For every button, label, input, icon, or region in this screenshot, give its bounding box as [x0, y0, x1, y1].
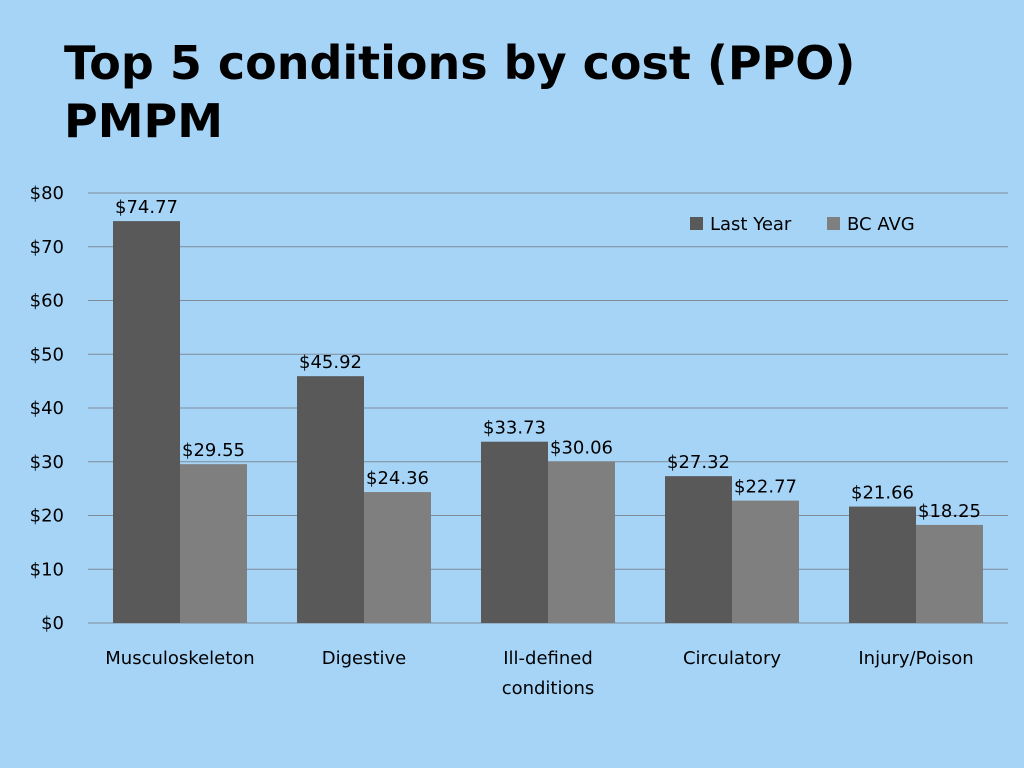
data-label: $74.77 — [115, 197, 178, 218]
data-label: $21.66 — [851, 483, 914, 504]
data-label: $24.36 — [366, 468, 429, 489]
y-tick-label: $40 — [30, 398, 64, 419]
data-label: $33.73 — [483, 418, 546, 439]
bar-bc-avg-0 — [180, 464, 247, 623]
category-label: Injury/Poison — [858, 648, 973, 669]
y-axis-tick-labels: $0 $10 $20 $30 $40 $50 $60 $70 $80 — [30, 183, 64, 634]
bar-last-year-1 — [297, 376, 364, 623]
category-label-line: Injury/Poison — [858, 648, 973, 669]
legend-swatch-last-year — [690, 217, 703, 230]
y-tick-label: $0 — [41, 613, 64, 634]
category-label: Musculoskeleton — [105, 648, 254, 669]
bar-last-year-3 — [665, 476, 732, 623]
data-label: $18.25 — [918, 501, 981, 522]
category-label-line: Circulatory — [683, 648, 781, 669]
bar-bc-avg-4 — [916, 524, 983, 623]
bars — [113, 221, 983, 623]
legend-label-bc-avg: BC AVG — [847, 214, 915, 235]
data-label: $29.55 — [182, 440, 245, 461]
category-label: Digestive — [322, 648, 407, 669]
legend-label-last-year: Last Year — [710, 214, 792, 235]
bar-bc-avg-2 — [548, 461, 615, 623]
bar-bc-avg-1 — [364, 492, 431, 623]
data-label: $30.06 — [550, 437, 613, 458]
data-label: $27.32 — [667, 452, 730, 473]
category-label-line: Musculoskeleton — [105, 648, 254, 669]
y-tick-label: $80 — [30, 183, 64, 204]
y-tick-label: $20 — [30, 506, 64, 527]
category-label-line: conditions — [502, 678, 595, 699]
category-label: Ill-defined conditions — [502, 648, 595, 699]
legend: Last Year BC AVG — [690, 214, 915, 235]
category-label: Circulatory — [683, 648, 781, 669]
y-tick-label: $10 — [30, 559, 64, 580]
bar-last-year-2 — [481, 441, 548, 623]
bar-bc-avg-3 — [732, 500, 799, 623]
data-labels: $74.77 $29.55 $45.92 $24.36 $33.73$30.06 $27.… — [115, 197, 981, 522]
slide-title: Top 5 conditions by cost (PPO) PMPM — [64, 36, 856, 148]
y-tick-label: $50 — [30, 344, 64, 365]
data-label: $45.92 — [299, 352, 362, 373]
x-axis-category-labels: Musculoskeleton Digestive Ill-defined condi… — [105, 648, 973, 699]
y-tick-label: $70 — [30, 237, 64, 258]
bar-last-year-4 — [849, 506, 916, 623]
legend-swatch-bc-avg — [827, 217, 840, 230]
data-label: $22.77 — [734, 477, 797, 498]
y-tick-label: $60 — [30, 291, 64, 312]
category-label-line: Digestive — [322, 648, 407, 669]
y-tick-label: $30 — [30, 452, 64, 473]
category-label-line: Ill-defined — [503, 648, 593, 669]
bar-last-year-0 — [113, 221, 180, 623]
